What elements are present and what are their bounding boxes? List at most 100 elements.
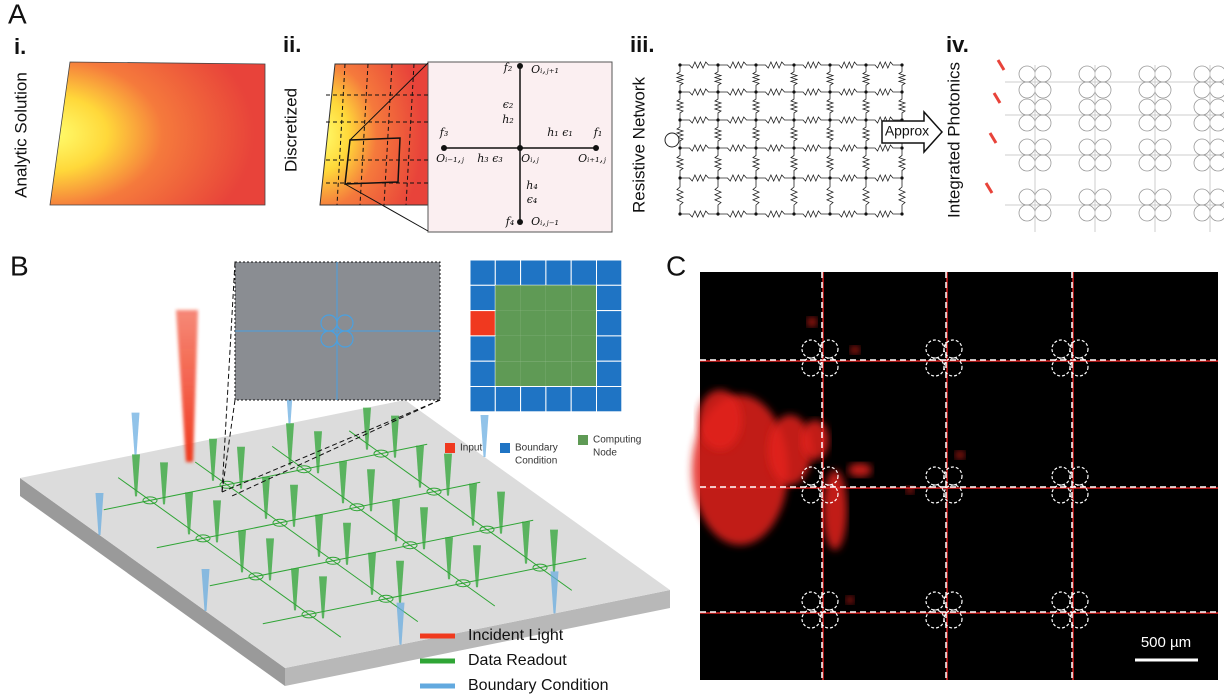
ring	[1019, 155, 1035, 171]
legend-text: Input	[460, 443, 482, 454]
junction	[716, 90, 719, 93]
ring	[1019, 82, 1035, 98]
ring	[1079, 82, 1095, 98]
resistor	[680, 211, 718, 217]
ring	[1194, 115, 1210, 131]
junction	[792, 212, 795, 215]
stencil-label: f₄	[505, 215, 514, 228]
grid-cell	[470, 311, 495, 336]
grid-cell	[470, 387, 495, 412]
grid-cell	[495, 285, 520, 310]
resistor	[791, 92, 797, 120]
ring	[1194, 66, 1210, 82]
ring	[1155, 99, 1171, 115]
stencil-label: h₂	[502, 113, 514, 126]
ring	[1139, 205, 1155, 221]
resistor	[794, 89, 830, 95]
ring	[1155, 205, 1171, 221]
analytic-field	[50, 62, 265, 205]
grid-cell	[495, 311, 520, 336]
ring	[1079, 205, 1095, 221]
panel-a: A i. Analytic Solution ii. Discretized i…	[8, 0, 1224, 232]
resistor	[677, 148, 683, 178]
grid-cell	[495, 387, 520, 412]
grid-cell	[546, 336, 571, 361]
junction	[828, 146, 831, 149]
grid-cell	[546, 361, 571, 386]
ring	[1155, 155, 1171, 171]
fluorescence	[850, 346, 860, 354]
junction	[900, 212, 903, 215]
approx-label: Approx	[885, 123, 929, 139]
ring	[1155, 139, 1171, 155]
ring	[1194, 99, 1210, 115]
ring	[1139, 115, 1155, 131]
source	[665, 133, 679, 147]
legend-text: Incident Light	[468, 627, 564, 644]
junction	[828, 176, 831, 179]
resistor	[830, 117, 866, 123]
resistor	[677, 65, 683, 92]
grid-cell	[571, 260, 596, 285]
junction	[792, 118, 795, 121]
resistor	[756, 175, 794, 181]
junction	[864, 118, 867, 121]
node	[593, 145, 599, 151]
legend-text: Data Readout	[468, 652, 567, 669]
resistor	[753, 120, 759, 148]
junction	[678, 118, 681, 121]
resistor	[715, 178, 721, 214]
resistor	[718, 89, 756, 95]
grid-cell	[521, 336, 546, 361]
ring	[1019, 99, 1035, 115]
grid-cell	[571, 311, 596, 336]
legend-swatch	[445, 443, 455, 453]
legend-text: Computing	[593, 435, 641, 446]
ring	[1095, 205, 1111, 221]
resistor	[866, 211, 902, 217]
sub-numeral: i.	[14, 34, 26, 59]
junction	[754, 63, 757, 66]
stencil-label: ϵ₂	[503, 98, 514, 111]
ring	[1139, 139, 1155, 155]
resistor	[863, 92, 869, 120]
ring	[1155, 115, 1171, 131]
resistor	[827, 178, 833, 214]
resistor	[866, 175, 902, 181]
resistor	[899, 65, 905, 92]
sub-numeral: iv.	[946, 32, 969, 57]
resistor	[756, 145, 794, 151]
ring	[1079, 139, 1095, 155]
resistor	[753, 65, 759, 92]
junction	[754, 118, 757, 121]
grid-cell	[597, 260, 622, 285]
junction	[792, 63, 795, 66]
grid-cell	[470, 285, 495, 310]
ring	[1210, 66, 1224, 82]
grid-cell	[495, 361, 520, 386]
stencil-label: h₃ ϵ₃	[477, 152, 503, 165]
ring	[1035, 139, 1051, 155]
stencil-label: Oᵢ,ⱼ₋₁	[531, 215, 559, 228]
resistor	[794, 117, 830, 123]
grid-cell	[495, 260, 520, 285]
junction	[828, 90, 831, 93]
legend-swatch	[500, 443, 510, 453]
panel-b: B InputBoundaryConditionComputingNodeInc…	[10, 250, 670, 694]
laser	[994, 93, 1000, 103]
ring	[1139, 189, 1155, 205]
panel-label: A	[8, 0, 27, 29]
junction	[716, 63, 719, 66]
node	[517, 219, 523, 225]
fluorescence	[698, 390, 742, 450]
resistor	[791, 65, 797, 92]
resistor	[718, 62, 756, 68]
resistor	[830, 62, 866, 68]
resistor	[715, 148, 721, 178]
resistor	[715, 65, 721, 92]
grid-cell	[495, 336, 520, 361]
ring	[1210, 139, 1224, 155]
ring	[1139, 99, 1155, 115]
junction	[828, 63, 831, 66]
resistor	[753, 178, 759, 214]
